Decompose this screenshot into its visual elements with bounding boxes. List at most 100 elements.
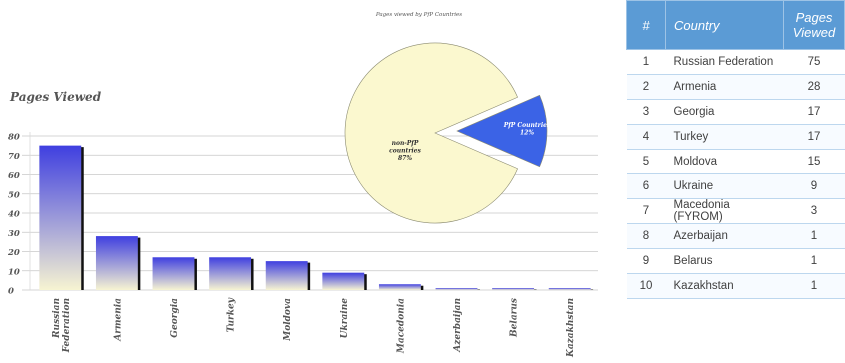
row-number: 2: [626, 73, 666, 100]
pages-viewed-table-container: # Country Pages Viewed 1 Russian Federati…: [626, 0, 845, 300]
x-tick-label: Kazakhstan: [566, 298, 576, 358]
header-country: Country: [665, 0, 784, 50]
row-country: Turkey: [665, 123, 784, 150]
x-tick-label-line: Armenia: [113, 298, 123, 342]
pages-viewed-table: # Country Pages Viewed 1 Russian Federati…: [626, 0, 845, 300]
x-tick-label: Moldova: [283, 298, 293, 342]
row-country: Georgia: [665, 98, 784, 125]
pie-non-pfp-label: countries: [389, 148, 421, 155]
row-country: Russian Federation: [665, 49, 784, 75]
row-number: 5: [626, 148, 666, 175]
table-row: 6 Ukraine 9: [626, 173, 845, 200]
pie-non-pfp-label: non-PfP: [392, 140, 419, 147]
row-pages-viewed: 15: [783, 148, 845, 175]
table-row: 2 Armenia 28: [626, 73, 845, 100]
header-number: #: [626, 0, 666, 50]
x-tick-label: Macedonia: [396, 298, 406, 354]
pie-chart-title: Pages viewed by PfP Countries: [375, 12, 462, 18]
row-pages-viewed: 1: [783, 273, 845, 300]
y-tick-label: 70: [8, 152, 20, 162]
x-tick-label: Russian Federation: [52, 298, 72, 353]
row-number: 8: [626, 223, 666, 250]
pie-slice-non-pfp: [344, 42, 518, 224]
x-tick-label-line: Federation: [62, 298, 72, 353]
row-country: Ukraine: [665, 173, 784, 200]
x-tick-label: Georgia: [170, 298, 180, 338]
bar: [209, 257, 252, 290]
table-row: 3 Georgia 17: [626, 98, 845, 125]
x-tick-label-line: Azerbaijan: [453, 298, 463, 353]
row-pages-viewed: 17: [783, 98, 845, 125]
x-axis-labels: Russian Federation Armenia Georgia Turkey Mol…: [52, 297, 576, 358]
pie-chart: Pages viewed by PfP Countries non-PfPcou…: [344, 12, 551, 224]
y-tick-label: 10: [8, 267, 20, 277]
x-tick-label-line: Moldova: [283, 298, 293, 342]
row-number: 6: [626, 173, 666, 200]
row-pages-viewed: 28: [783, 73, 845, 100]
table-header-row: # Country Pages Viewed: [626, 0, 845, 50]
y-tick-label: 50: [8, 190, 20, 200]
y-tick-label: 80: [8, 133, 20, 143]
x-tick-label-line: Belarus: [510, 298, 520, 338]
pie-pfp-percent: 12%: [520, 130, 534, 137]
row-country: Moldova: [665, 148, 784, 175]
bar: [322, 272, 365, 290]
pie-slices: [344, 42, 548, 224]
table-row: 4 Turkey 17: [626, 123, 845, 150]
y-tick-label: 30: [8, 229, 20, 239]
y-tick-label: 0: [8, 287, 14, 297]
header-pages-viewed: Pages Viewed: [783, 0, 845, 50]
table-row: 9 Belarus 1: [626, 248, 845, 275]
row-number: 1: [626, 49, 666, 75]
bar: [265, 261, 308, 290]
row-pages-viewed: 1: [783, 223, 845, 250]
row-pages-viewed: 1: [783, 248, 845, 275]
y-axis-ticks: 0 10 20 30 40 50 60 70 80: [7, 133, 20, 297]
pie-pfp-label: PfP Countries: [503, 122, 551, 129]
bar-chart: Pages Viewed 0 10 20 30 40 50 60 70 80 Russian Fe…: [7, 90, 598, 358]
bar: [548, 288, 591, 290]
bar: [378, 284, 421, 290]
x-tick-label: Turkey: [227, 297, 237, 332]
table-row: 10 Kazakhstan 1: [626, 273, 845, 300]
table-row: 7 Macedonia (FYROM) 3: [626, 198, 845, 225]
row-country: Macedonia (FYROM): [665, 198, 784, 225]
row-country: Kazakhstan: [665, 273, 784, 300]
x-tick-label: Belarus: [510, 298, 520, 338]
row-pages-viewed: 75: [783, 49, 845, 75]
table-row: 8 Azerbaijan 1: [626, 223, 845, 250]
table-row: 1 Russian Federation 75: [626, 49, 845, 75]
x-tick-label-line: Kazakhstan: [566, 298, 576, 358]
bar: [152, 257, 195, 290]
bar-chart-title: Pages Viewed: [9, 90, 102, 104]
x-tick-label-line: Russian: [52, 298, 62, 339]
row-pages-viewed: 9: [783, 173, 845, 200]
x-tick-label-line: Georgia: [170, 298, 180, 338]
x-tick-label: Azerbaijan: [453, 298, 463, 353]
row-pages-viewed: 17: [783, 123, 845, 150]
bar: [435, 288, 478, 290]
x-tick-label: Ukraine: [340, 298, 350, 339]
table-row: 5 Moldova 15: [626, 148, 845, 175]
row-number: 4: [626, 123, 666, 150]
y-tick-label: 20: [7, 248, 20, 258]
row-country: Armenia: [665, 73, 784, 100]
bar: [492, 288, 535, 290]
bar: [39, 145, 82, 290]
y-tick-label: 40: [8, 210, 20, 220]
row-country: Azerbaijan: [665, 223, 784, 250]
pie-slice-pfp: [456, 94, 548, 168]
x-tick-label-line: Ukraine: [340, 298, 350, 339]
x-tick-label-line: Turkey: [227, 297, 237, 332]
x-tick-label: Armenia: [113, 298, 123, 342]
row-pages-viewed: 3: [783, 198, 845, 225]
row-number: 9: [626, 248, 666, 275]
x-tick-label-line: Macedonia: [396, 298, 406, 354]
row-number: 7: [626, 198, 666, 225]
row-country: Belarus: [665, 248, 784, 275]
bar-series: [39, 145, 594, 290]
row-number: 3: [626, 98, 666, 125]
bar: [95, 236, 138, 290]
y-tick-label: 60: [8, 171, 20, 181]
